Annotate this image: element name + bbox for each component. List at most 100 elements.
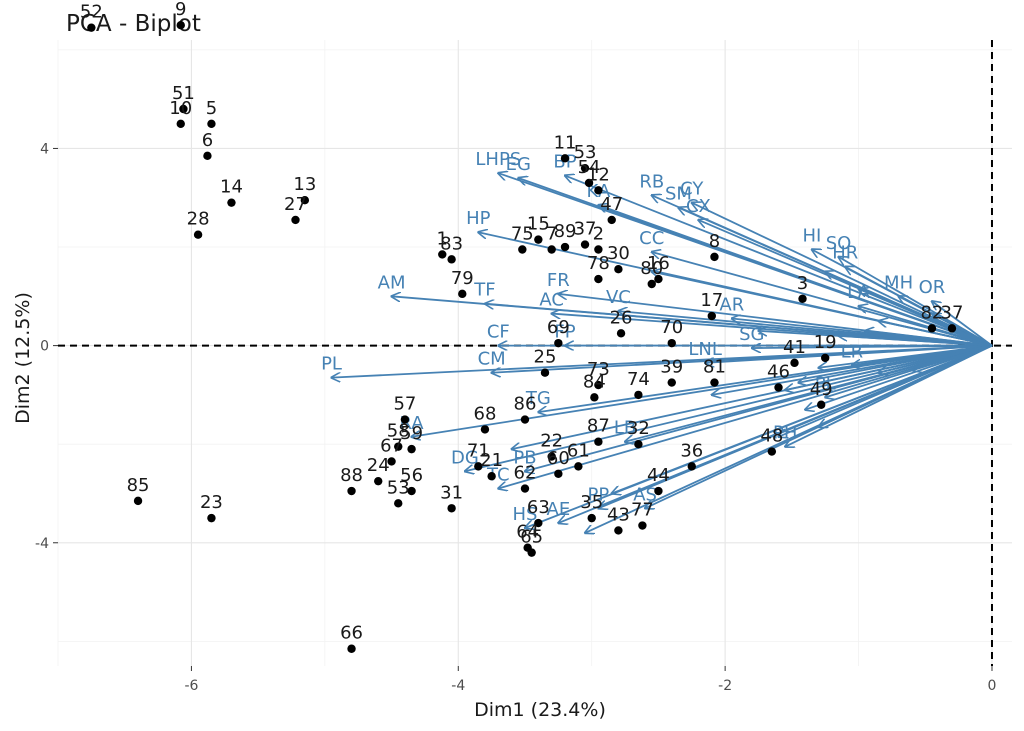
x-tick-label: -4	[451, 678, 465, 694]
variable-arrow	[932, 314, 993, 347]
x-tick-label: -2	[718, 678, 732, 694]
variable-label: DG	[451, 447, 479, 468]
individual-label: 21	[480, 450, 503, 471]
variable-label: AM	[378, 272, 406, 293]
variable-label: SM	[665, 184, 692, 205]
individual-point	[584, 178, 594, 188]
individual-label: 87	[587, 416, 610, 437]
individual-label: 57	[393, 394, 416, 415]
individual-point	[394, 442, 403, 451]
variable-label: LHPS	[475, 149, 521, 170]
individual-point	[710, 252, 719, 262]
variable-arrow	[859, 306, 993, 347]
individual-point	[927, 324, 937, 333]
variable-arrow	[859, 289, 993, 347]
individual-label: 41	[783, 337, 806, 358]
y-tick-label: 4	[40, 141, 49, 157]
individual-label: 23	[200, 492, 223, 513]
individual-label: 82	[920, 302, 943, 323]
variable-label: RB	[639, 171, 664, 192]
individual-label: 84	[583, 371, 606, 392]
individual-point	[587, 513, 596, 523]
individual-label: 61	[567, 440, 590, 461]
individual-point	[540, 368, 550, 377]
individual-label: 15	[527, 214, 550, 235]
individual-point	[534, 518, 543, 528]
individual-label: 28	[187, 209, 210, 230]
individual-label: 35	[580, 492, 603, 513]
individual-point	[817, 400, 826, 409]
plot-panel: LHPSEGBPRBKASMCYCXHPHISOHRCCAMTFFRACVCAR…	[57, 0, 1012, 666]
individual-point	[176, 119, 185, 128]
individual-label: 49	[810, 379, 833, 400]
individual-label: 26	[610, 307, 633, 328]
individual-label: 80	[640, 258, 663, 279]
individual-point	[667, 378, 676, 387]
individual-point	[176, 21, 185, 30]
variable-label: FP	[554, 322, 575, 343]
variable-arrow	[932, 301, 993, 347]
individual-point	[374, 476, 383, 486]
individual-point	[291, 215, 300, 225]
variable-arrow	[598, 205, 993, 347]
variable-label: PL	[815, 373, 836, 394]
variable-arrow	[412, 344, 993, 437]
individual-label: 10	[169, 98, 192, 119]
variable-arrow	[779, 344, 993, 437]
individual-label: 67	[380, 435, 403, 456]
y-axis-title: Dim2 (12.5%)	[12, 292, 34, 424]
individual-label: 74	[627, 369, 650, 390]
individual-label: 83	[440, 233, 463, 254]
variable-label: SG	[739, 324, 764, 345]
individual-point	[179, 104, 188, 114]
individual-label: 9	[175, 0, 186, 20]
variable-arrow	[512, 344, 993, 450]
variable-arrow	[652, 272, 993, 347]
individual-point	[520, 484, 530, 493]
individual-point	[580, 163, 590, 173]
y-tick-label: 0	[40, 339, 49, 355]
variable-arrow	[865, 331, 993, 347]
individual-label: 73	[587, 359, 610, 380]
individual-point	[790, 358, 799, 368]
individual-label: 12	[587, 164, 610, 185]
variable-label: PP	[588, 484, 610, 505]
individual-point	[594, 245, 603, 254]
individual-point	[634, 439, 643, 449]
individual-label: 19	[814, 332, 837, 353]
individual-label: 22	[540, 431, 563, 452]
individual-label: 16	[647, 253, 670, 274]
x-tick-label: 0	[988, 678, 997, 694]
individual-point	[774, 383, 783, 392]
individual-label: 36	[680, 440, 703, 461]
individual-point	[638, 521, 647, 530]
individual-point	[474, 462, 483, 471]
individual-label: 47	[600, 194, 623, 215]
individual-point	[560, 154, 570, 163]
individual-label: 85	[127, 475, 150, 496]
individual-point	[527, 548, 536, 557]
individual-label: 65	[520, 527, 543, 548]
individual-point	[574, 462, 583, 471]
individual-point	[207, 513, 216, 523]
individual-point	[300, 195, 310, 205]
individual-point	[647, 279, 656, 289]
individual-label: 44	[647, 465, 670, 486]
individual-point	[594, 380, 603, 390]
individual-point	[554, 338, 563, 348]
variable-label: LR	[841, 341, 864, 362]
variable-label: FR	[547, 270, 570, 291]
variable-label: PL	[321, 354, 342, 375]
individual-point	[520, 415, 530, 424]
individual-label: 66	[340, 623, 363, 644]
individual-label: 88	[340, 465, 363, 486]
variable-label: AE	[547, 499, 571, 520]
variable-label: LB	[614, 418, 636, 439]
individual-label: 30	[607, 243, 630, 264]
individual-label: 14	[220, 177, 243, 198]
individual-point	[607, 215, 616, 225]
variable-arrow	[712, 344, 993, 395]
variable-label: CF	[487, 322, 510, 343]
individual-label: 13	[293, 174, 316, 195]
